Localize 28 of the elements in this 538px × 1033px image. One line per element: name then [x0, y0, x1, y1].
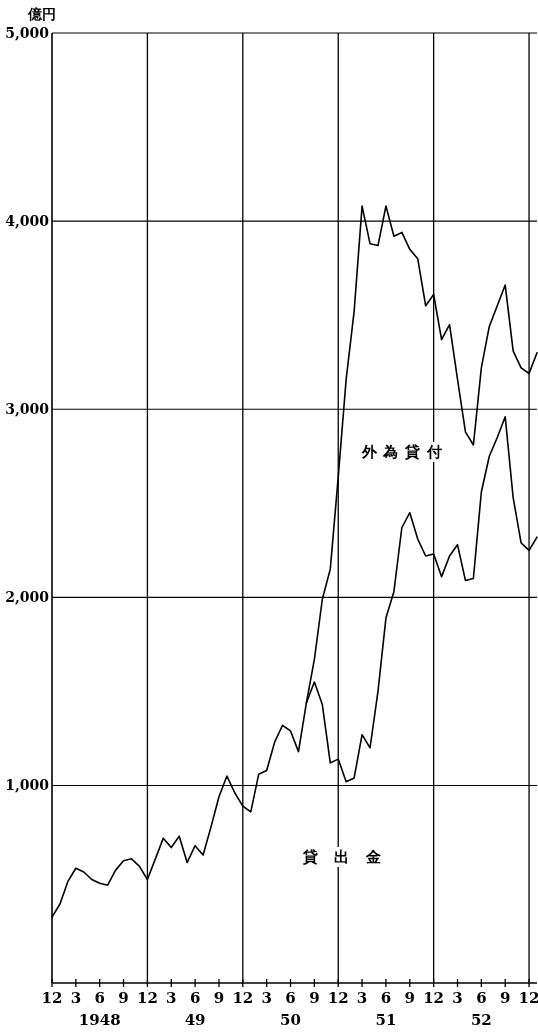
x-tick-label: 6 49: [184, 989, 206, 1029]
x-tick-label: 9: [309, 989, 320, 1007]
x-tick-label: 9: [118, 989, 129, 1007]
annotation: 貸出金: [301, 848, 398, 866]
x-tick-label: 3: [261, 989, 272, 1007]
x-tick-label: 3: [166, 989, 177, 1007]
x-tick-label: 3: [356, 989, 368, 1007]
y-tick-label: 4,000: [5, 213, 50, 230]
x-tick-label: 6 51: [375, 989, 397, 1029]
y-axis-title: 億円: [27, 6, 56, 22]
x-tick-label: 6 50: [280, 989, 301, 1029]
y-tick-label: 1,000: [5, 777, 50, 794]
x-tick-label: 12: [327, 989, 349, 1007]
x-tick-label: 3: [70, 989, 82, 1007]
x-tick-label: 9: [499, 989, 511, 1007]
x-tick-label: 12: [518, 989, 538, 1007]
y-tick-label: 5,000: [5, 25, 50, 41]
annotation: 外為貸付: [360, 443, 449, 461]
x-tick-label: 6 52: [470, 989, 492, 1029]
x-tick-label: 12: [423, 989, 445, 1007]
x-tick-label: 12: [136, 989, 158, 1007]
x-tick-label: 9: [213, 989, 225, 1007]
y-tick-label: 3,000: [5, 401, 50, 418]
x-tick-label: 12: [232, 989, 254, 1007]
x-tick-label: 9: [404, 989, 416, 1007]
x-tick-label: 3: [452, 989, 463, 1007]
x-tick-label: 12: [41, 989, 63, 1007]
y-tick-label: 2,000: [5, 589, 50, 606]
